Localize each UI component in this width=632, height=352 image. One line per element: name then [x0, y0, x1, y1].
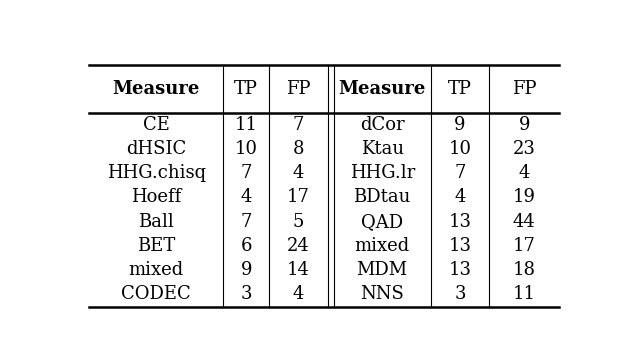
Text: CODEC: CODEC [121, 285, 191, 303]
Text: 4: 4 [454, 188, 466, 207]
Text: 4: 4 [518, 164, 530, 182]
Text: 17: 17 [513, 237, 536, 255]
Text: Ktau: Ktau [361, 140, 404, 158]
Text: 3: 3 [454, 285, 466, 303]
Text: BET: BET [137, 237, 175, 255]
Text: 11: 11 [513, 285, 536, 303]
Text: 13: 13 [449, 237, 471, 255]
Text: 7: 7 [241, 164, 252, 182]
Text: FP: FP [286, 80, 311, 98]
Text: TP: TP [234, 80, 258, 98]
Text: 9: 9 [518, 116, 530, 134]
Text: CE: CE [143, 116, 169, 134]
Text: Measure: Measure [112, 80, 200, 98]
Text: 10: 10 [234, 140, 258, 158]
Text: 23: 23 [513, 140, 536, 158]
Text: QAD: QAD [361, 213, 403, 231]
Text: MDM: MDM [356, 261, 408, 279]
Text: 13: 13 [449, 261, 471, 279]
Text: 7: 7 [454, 164, 466, 182]
Text: 13: 13 [449, 213, 471, 231]
Text: dCor: dCor [360, 116, 404, 134]
Text: HHG.lr: HHG.lr [349, 164, 415, 182]
Text: 7: 7 [241, 213, 252, 231]
Text: mixed: mixed [355, 237, 410, 255]
Text: 3: 3 [241, 285, 252, 303]
Text: 7: 7 [293, 116, 304, 134]
Text: BDtau: BDtau [353, 188, 411, 207]
Text: 9: 9 [454, 116, 466, 134]
Text: 14: 14 [287, 261, 310, 279]
Text: 10: 10 [449, 140, 471, 158]
Text: 11: 11 [234, 116, 258, 134]
Text: TP: TP [448, 80, 472, 98]
Text: NNS: NNS [360, 285, 404, 303]
Text: FP: FP [512, 80, 537, 98]
Text: 9: 9 [241, 261, 252, 279]
Text: 8: 8 [293, 140, 304, 158]
Text: 44: 44 [513, 213, 535, 231]
Text: dHSIC: dHSIC [126, 140, 186, 158]
Text: 18: 18 [513, 261, 536, 279]
Text: Ball: Ball [138, 213, 174, 231]
Text: 4: 4 [293, 164, 304, 182]
Text: Measure: Measure [339, 80, 426, 98]
Text: mixed: mixed [128, 261, 184, 279]
Text: 6: 6 [241, 237, 252, 255]
Text: 5: 5 [293, 213, 304, 231]
Text: 4: 4 [241, 188, 252, 207]
Text: 17: 17 [287, 188, 310, 207]
Text: HHG.chisq: HHG.chisq [107, 164, 205, 182]
Text: Hoeff: Hoeff [131, 188, 181, 207]
Text: 24: 24 [287, 237, 310, 255]
Text: 19: 19 [513, 188, 536, 207]
Text: 4: 4 [293, 285, 304, 303]
